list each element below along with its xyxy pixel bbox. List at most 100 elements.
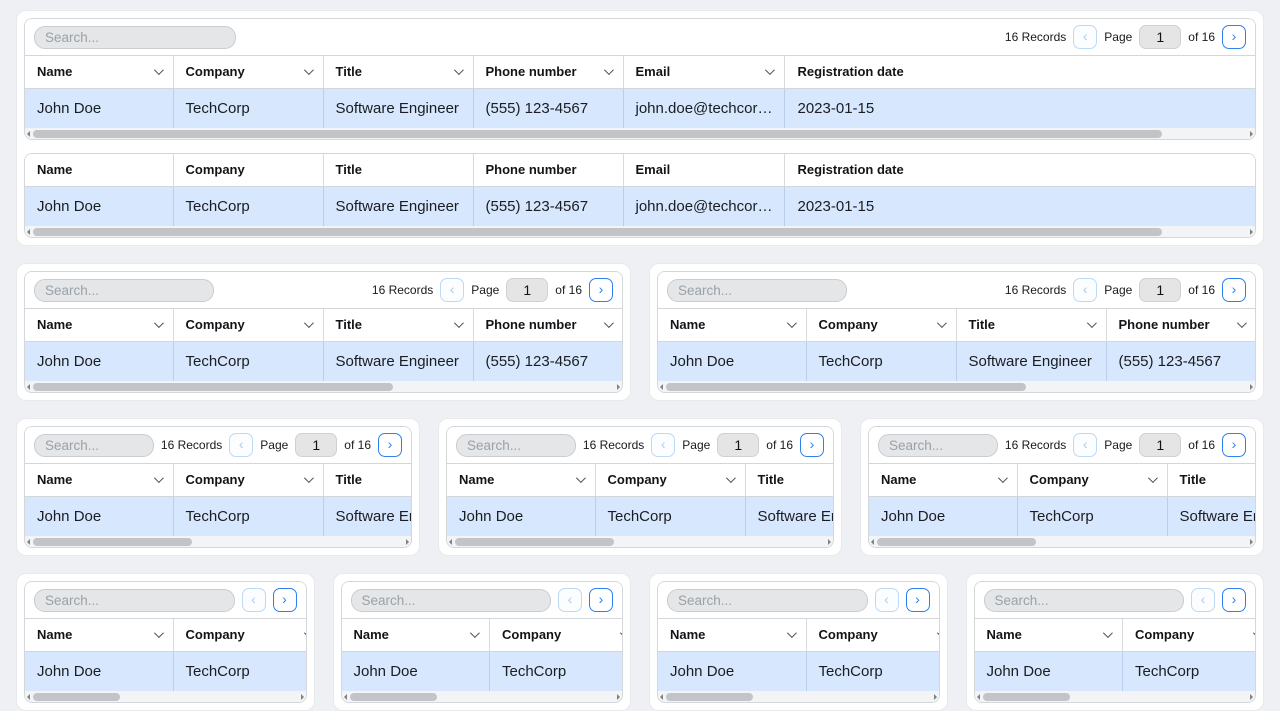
horizontal-scrollbar[interactable] bbox=[25, 128, 1255, 139]
page-number-input[interactable] bbox=[717, 433, 760, 457]
scrollbar-left-arrow-icon[interactable] bbox=[27, 693, 30, 700]
horizontal-scrollbar[interactable] bbox=[25, 691, 306, 702]
scrollbar-track[interactable] bbox=[33, 227, 1247, 236]
scrollbar-left-arrow-icon[interactable] bbox=[27, 538, 30, 545]
scrollbar-right-arrow-icon[interactable] bbox=[1250, 693, 1253, 700]
search-input[interactable] bbox=[878, 433, 998, 457]
horizontal-scrollbar[interactable] bbox=[658, 381, 1255, 392]
column-header[interactable]: Company bbox=[172, 56, 323, 89]
next-page-button[interactable]: › bbox=[905, 588, 930, 612]
scrollbar-thumb[interactable] bbox=[666, 692, 754, 701]
search-input[interactable] bbox=[983, 588, 1184, 612]
column-header[interactable]: Name bbox=[25, 464, 173, 497]
column-header[interactable]: Name bbox=[658, 309, 806, 342]
scrollbar-thumb[interactable] bbox=[455, 537, 615, 546]
prev-page-button[interactable]: ‹ bbox=[558, 588, 582, 612]
column-header[interactable]: Title bbox=[322, 309, 473, 342]
scrollbar-thumb[interactable] bbox=[33, 227, 1163, 236]
scrollbar-track[interactable] bbox=[877, 537, 1247, 546]
scrollbar-track[interactable] bbox=[349, 692, 615, 701]
scrollbar-right-arrow-icon[interactable] bbox=[1250, 228, 1253, 235]
scrollbar-right-arrow-icon[interactable] bbox=[300, 693, 304, 700]
scrollbar-left-arrow-icon[interactable] bbox=[449, 538, 452, 545]
column-header[interactable]: Company bbox=[172, 309, 323, 342]
next-page-button[interactable]: › bbox=[589, 278, 613, 302]
column-header[interactable]: Title bbox=[322, 464, 411, 497]
scrollbar-thumb[interactable] bbox=[982, 692, 1070, 701]
search-input[interactable] bbox=[34, 588, 235, 612]
next-page-button[interactable]: › bbox=[1222, 25, 1246, 49]
column-header[interactable]: Name bbox=[869, 464, 1017, 497]
next-page-button[interactable]: › bbox=[800, 433, 824, 457]
page-number-input[interactable] bbox=[506, 278, 549, 302]
scrollbar-left-arrow-icon[interactable] bbox=[27, 383, 30, 390]
page-number-input[interactable] bbox=[1139, 433, 1182, 457]
column-header[interactable]: Name bbox=[447, 464, 595, 497]
horizontal-scrollbar[interactable] bbox=[658, 691, 939, 702]
scrollbar-thumb[interactable] bbox=[33, 129, 1163, 138]
column-header[interactable]: Name bbox=[25, 619, 173, 652]
horizontal-scrollbar[interactable] bbox=[25, 381, 622, 392]
column-header[interactable]: Title bbox=[322, 56, 473, 89]
scrollbar-left-arrow-icon[interactable] bbox=[976, 693, 980, 700]
search-input[interactable] bbox=[456, 433, 576, 457]
horizontal-scrollbar[interactable] bbox=[25, 536, 411, 547]
prev-page-button[interactable]: ‹ bbox=[229, 433, 254, 457]
prev-page-button[interactable]: ‹ bbox=[1073, 278, 1098, 302]
scrollbar-right-arrow-icon[interactable] bbox=[1250, 130, 1253, 137]
column-header[interactable]: Name bbox=[25, 56, 173, 89]
search-input[interactable] bbox=[34, 278, 214, 302]
scrollbar-track[interactable] bbox=[455, 537, 825, 546]
page-number-input[interactable] bbox=[1139, 278, 1182, 302]
scrollbar-track[interactable] bbox=[982, 692, 1248, 701]
horizontal-scrollbar[interactable] bbox=[869, 536, 1255, 547]
scrollbar-track[interactable] bbox=[666, 692, 931, 701]
prev-page-button[interactable]: ‹ bbox=[651, 433, 676, 457]
scrollbar-right-arrow-icon[interactable] bbox=[1250, 383, 1253, 390]
next-page-button[interactable]: › bbox=[1222, 588, 1246, 612]
scrollbar-track[interactable] bbox=[33, 692, 298, 701]
prev-page-button[interactable]: ‹ bbox=[1073, 25, 1098, 49]
column-header[interactable]: Phone number bbox=[472, 309, 622, 342]
scrollbar-left-arrow-icon[interactable] bbox=[660, 383, 663, 390]
search-input[interactable] bbox=[34, 433, 154, 457]
column-header[interactable]: Company bbox=[172, 619, 306, 652]
scrollbar-thumb[interactable] bbox=[666, 382, 1027, 391]
scrollbar-track[interactable] bbox=[33, 382, 614, 391]
page-number-input[interactable] bbox=[295, 433, 338, 457]
column-header[interactable]: Company bbox=[805, 309, 956, 342]
column-header[interactable]: Company bbox=[1122, 619, 1255, 652]
horizontal-scrollbar[interactable] bbox=[974, 691, 1255, 702]
column-header[interactable]: Company bbox=[594, 464, 745, 497]
prev-page-button[interactable]: ‹ bbox=[440, 278, 465, 302]
next-page-button[interactable]: › bbox=[1222, 278, 1246, 302]
prev-page-button[interactable]: ‹ bbox=[1191, 588, 1215, 612]
scrollbar-left-arrow-icon[interactable] bbox=[343, 693, 347, 700]
next-page-button[interactable]: › bbox=[1222, 433, 1246, 457]
scrollbar-right-arrow-icon[interactable] bbox=[828, 538, 831, 545]
scrollbar-thumb[interactable] bbox=[33, 692, 121, 701]
scrollbar-right-arrow-icon[interactable] bbox=[1250, 538, 1253, 545]
scrollbar-right-arrow-icon[interactable] bbox=[406, 538, 409, 545]
horizontal-scrollbar[interactable] bbox=[25, 226, 1255, 237]
column-header[interactable]: Company bbox=[1016, 464, 1167, 497]
next-page-button[interactable]: › bbox=[589, 588, 613, 612]
column-header[interactable]: Email bbox=[622, 56, 785, 89]
column-header[interactable]: Company bbox=[172, 464, 323, 497]
horizontal-scrollbar[interactable] bbox=[341, 691, 622, 702]
